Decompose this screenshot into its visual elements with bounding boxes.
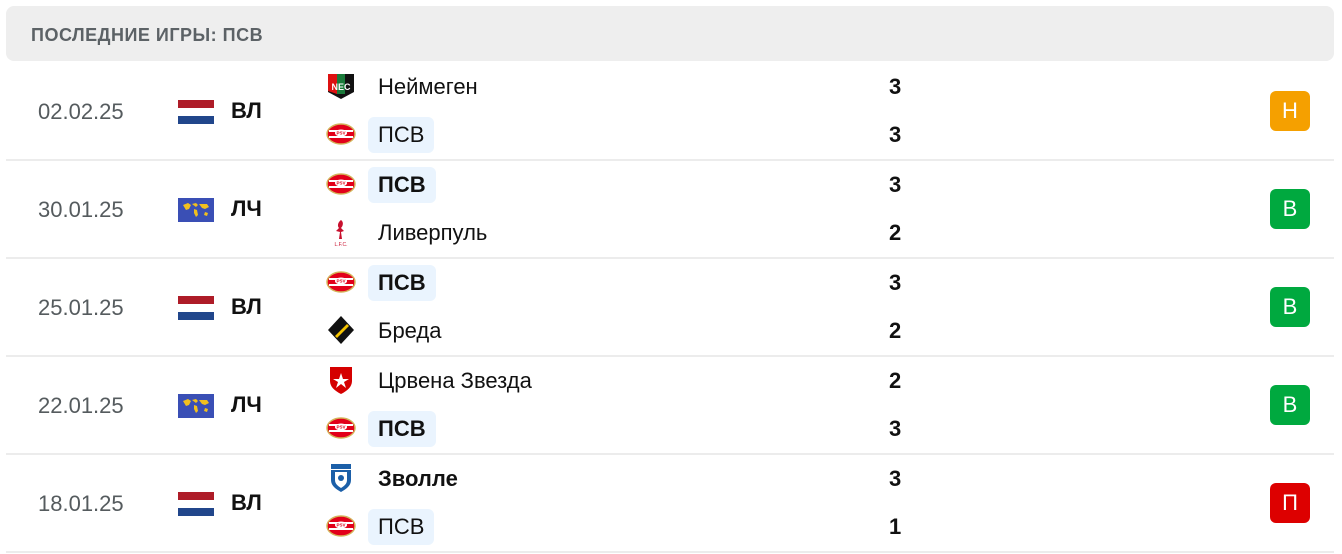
competition: ВЛ bbox=[231, 294, 262, 319]
psv-logo-icon: PSV bbox=[326, 267, 356, 297]
team-score: 3 bbox=[889, 416, 902, 441]
team-home: NEC Неймеген 3 bbox=[326, 67, 1326, 105]
team-score: 2 bbox=[889, 318, 902, 343]
team-name: Зволле bbox=[378, 466, 458, 491]
world-flag-icon bbox=[178, 198, 214, 222]
team-score: 1 bbox=[889, 514, 902, 539]
section-title: ПОСЛЕДНИЕ ИГРЫ: ПСВ bbox=[31, 25, 264, 45]
match-date: 02.02.25 bbox=[38, 99, 124, 124]
team-name: ПСВ bbox=[368, 117, 435, 153]
team-home: PSV ПСВ 3 bbox=[326, 165, 1326, 203]
breda-logo-icon bbox=[326, 315, 356, 345]
svg-text:L.F.C.: L.F.C. bbox=[334, 242, 347, 247]
team-name: ПСВ bbox=[368, 411, 436, 447]
psv-logo-icon: PSV bbox=[326, 119, 356, 149]
result-badge: В bbox=[1270, 385, 1310, 425]
team-name: ПСВ bbox=[368, 265, 436, 301]
match-date: 25.01.25 bbox=[38, 295, 124, 320]
netherlands-flag-icon bbox=[178, 100, 214, 124]
svg-text:PSV: PSV bbox=[336, 425, 345, 430]
competition: ВЛ bbox=[231, 490, 262, 515]
match-row[interactable]: 25.01.25 ВЛ PSV ПСВ 3 Бреда 2 В bbox=[6, 258, 1334, 357]
team-score: 2 bbox=[889, 368, 902, 393]
svg-text:PSV: PSV bbox=[336, 181, 345, 186]
zwolle-logo-icon bbox=[326, 463, 356, 493]
competition: ЛЧ bbox=[231, 392, 262, 417]
section-header: ПОСЛЕДНИЕ ИГРЫ: ПСВ bbox=[6, 6, 1334, 61]
team-name: ПСВ bbox=[368, 509, 435, 545]
svg-text:NEC: NEC bbox=[331, 82, 351, 92]
netherlands-flag-icon bbox=[178, 296, 214, 320]
team-away: Бреда 2 bbox=[326, 311, 1326, 349]
team-name: Црвена Звезда bbox=[378, 368, 532, 393]
nec-logo-icon: NEC bbox=[326, 71, 356, 101]
crvena-zvezda-logo-icon bbox=[326, 365, 356, 395]
psv-logo-icon: PSV bbox=[326, 169, 356, 199]
svg-text:PSV: PSV bbox=[336, 523, 345, 528]
team-name: Бреда bbox=[378, 318, 442, 343]
team-away: PSV ПСВ 3 bbox=[326, 115, 1326, 153]
psv-logo-icon: PSV bbox=[326, 413, 356, 443]
world-flag-icon bbox=[178, 394, 214, 418]
netherlands-flag-icon bbox=[178, 492, 214, 516]
team-name: ПСВ bbox=[368, 167, 436, 203]
team-away: PSV ПСВ 1 bbox=[326, 507, 1326, 545]
liverpool-logo-icon: L.F.C. bbox=[326, 217, 356, 248]
result-badge: В bbox=[1270, 189, 1310, 229]
team-score: 2 bbox=[889, 220, 902, 245]
team-home: Црвена Звезда 2 bbox=[326, 361, 1326, 399]
result-badge: П bbox=[1270, 483, 1310, 523]
result-badge: Н bbox=[1270, 91, 1310, 131]
result-badge: В bbox=[1270, 287, 1310, 327]
match-date: 18.01.25 bbox=[38, 491, 124, 516]
team-away: L.F.C. Ливерпуль 2 bbox=[326, 213, 1326, 251]
competition: ЛЧ bbox=[231, 196, 262, 221]
psv-logo-icon: PSV bbox=[326, 511, 356, 541]
team-home: Зволле 3 bbox=[326, 459, 1326, 497]
team-score: 3 bbox=[889, 270, 902, 295]
match-row[interactable]: 18.01.25 ВЛ Зволле 3 PSV ПСВ 1 П bbox=[6, 454, 1334, 553]
team-name: Неймеген bbox=[378, 74, 478, 99]
team-score: 3 bbox=[889, 466, 902, 491]
competition: ВЛ bbox=[231, 98, 262, 123]
team-away: PSV ПСВ 3 bbox=[326, 409, 1326, 447]
match-date: 30.01.25 bbox=[38, 197, 124, 222]
match-date: 22.01.25 bbox=[38, 393, 124, 418]
svg-text:PSV: PSV bbox=[336, 131, 345, 136]
svg-text:PSV: PSV bbox=[336, 279, 345, 284]
match-row[interactable]: 22.01.25 ЛЧ Црвена Звезда 2 PSV ПСВ 3 В bbox=[6, 356, 1334, 455]
match-row[interactable]: 30.01.25 ЛЧ PSV ПСВ 3 L.F.C. Ливерпуль 2… bbox=[6, 160, 1334, 259]
match-row[interactable]: 02.02.25 ВЛ NEC Неймеген 3 PSV ПСВ 3 Н bbox=[6, 62, 1334, 161]
team-home: PSV ПСВ 3 bbox=[326, 263, 1326, 301]
team-name: Ливерпуль bbox=[378, 220, 488, 245]
team-score: 3 bbox=[889, 172, 902, 197]
team-score: 3 bbox=[889, 74, 902, 99]
team-score: 3 bbox=[889, 122, 902, 147]
